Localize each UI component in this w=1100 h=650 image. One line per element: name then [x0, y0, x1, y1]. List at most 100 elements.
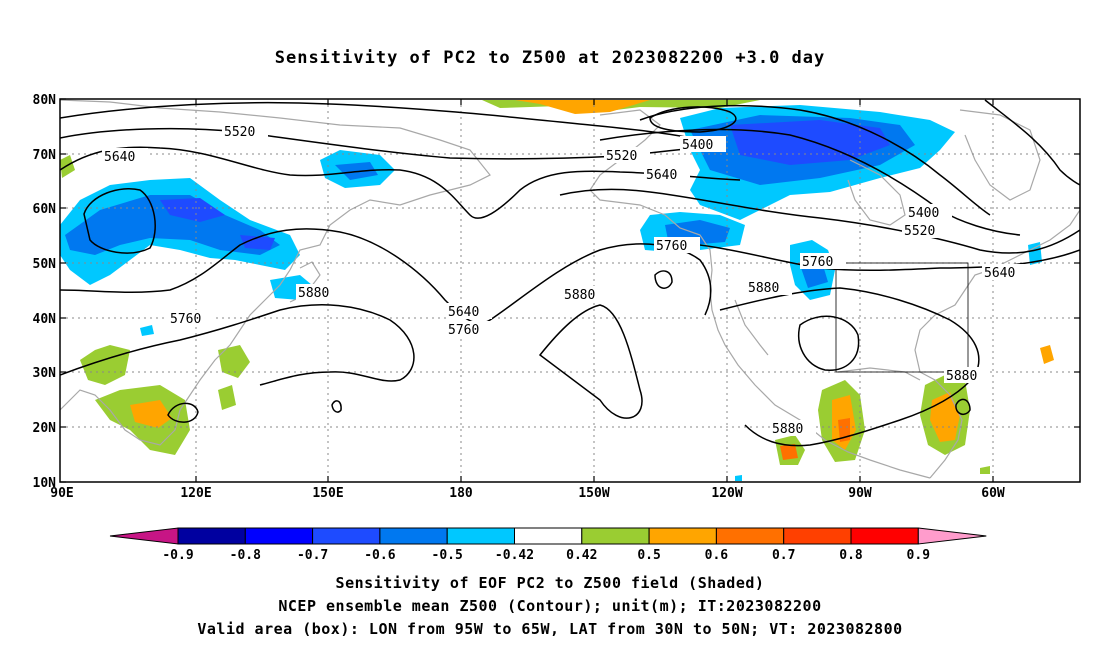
contour-small-pacific — [331, 400, 342, 413]
colorbar-tick-label: 0.7 — [772, 548, 795, 563]
colorbar-box — [312, 527, 381, 545]
contour-label: 5640 — [984, 266, 1015, 281]
colorbar-box — [379, 527, 448, 545]
contour-east-5640 — [984, 99, 1080, 186]
lat-tick-label: 10N — [33, 476, 57, 491]
lon-tick-label: 180 — [449, 486, 473, 501]
colorbar-low-end — [109, 527, 179, 545]
colorbar-tick-label: -0.7 — [297, 548, 328, 563]
contour-label: 5880 — [748, 281, 779, 296]
negative-shading-small1 — [140, 325, 154, 336]
colorbar-tick-label: -0.8 — [230, 548, 261, 563]
contour-5880-mid — [538, 304, 643, 419]
positive-shading-small — [980, 466, 990, 474]
contour-label: 5880 — [298, 286, 329, 301]
lon-tick-label: 150W — [578, 486, 609, 501]
contour-label: 5640 — [646, 168, 677, 183]
contour-5400-loop — [649, 106, 737, 133]
valid-area-box — [835, 262, 969, 373]
colorbar-box — [177, 527, 246, 545]
map-title: Sensitivity of PC2 to Z500 at 2023082200… — [274, 48, 826, 68]
lon-tick-label: 90E — [50, 486, 73, 501]
colorbar-tick-label: -0.6 — [364, 548, 395, 563]
contour-label: 5760 — [448, 323, 479, 338]
colorbar-box — [715, 527, 785, 545]
contour-5880-sw — [167, 402, 199, 423]
lat-tick-label: 70N — [33, 148, 57, 163]
contour-label: 5520 — [904, 224, 935, 239]
colorbar-box — [648, 527, 717, 545]
lat-tick-label: 50N — [33, 257, 57, 272]
lat-tick-label: 30N — [33, 366, 57, 381]
contour-label: 5760 — [656, 239, 687, 254]
colorbar-box — [581, 527, 650, 545]
coastline-baja — [734, 299, 769, 356]
contour-label: 5880 — [564, 288, 595, 303]
contour-label: 5880 — [772, 422, 803, 437]
colorbar-tick-label: 0.5 — [637, 548, 660, 563]
caption-shading: Sensitivity of EOF PC2 to Z500 field (Sh… — [335, 574, 765, 592]
contour-label: 5640 — [104, 150, 135, 165]
colorbar-tick-label: -0.5 — [432, 548, 463, 563]
colorbar-box — [783, 527, 852, 545]
negative-shading-siberia-mid — [65, 195, 280, 255]
coastline-asia — [60, 99, 491, 446]
colorbar-box — [850, 527, 919, 545]
caption-valid-area: Valid area (box): LON from 95W to 65W, L… — [197, 620, 903, 638]
contour-small-mid — [654, 270, 673, 289]
colorbar-box — [244, 527, 314, 545]
coastline-na-west — [589, 109, 931, 479]
lon-tick-label: 150E — [312, 486, 343, 501]
lon-tick-label: 120W — [711, 486, 742, 501]
lon-tick-label: 90W — [848, 486, 872, 501]
contour-5640-west — [60, 146, 741, 219]
latitude-labels: 80N 70N 60N 50N 40N 30N 20N 10N — [33, 93, 57, 491]
contour-small-carib — [955, 398, 971, 416]
colorbar-tick-label: -0.9 — [162, 548, 193, 563]
contour-5880-pacific — [60, 304, 415, 386]
positive-shading-philippine — [218, 345, 250, 378]
colorbar-tick-label: 0.42 — [566, 548, 597, 563]
contour-5640-loop — [83, 188, 156, 254]
caption-contour: NCEP ensemble mean Z500 (Contour); unit(… — [278, 597, 822, 615]
positive-shading-pacific-mex-core — [780, 444, 798, 460]
lat-tick-label: 60N — [33, 202, 57, 217]
lon-tick-label: 120E — [180, 486, 211, 501]
contour-label: 5760 — [802, 255, 833, 270]
colorbar-tick-label: 0.9 — [907, 548, 930, 563]
contour-label: 5760 — [170, 312, 201, 327]
coastline-gulf — [837, 367, 921, 381]
colorbar-tick-label: 0.6 — [705, 548, 729, 563]
colorbar-boxes — [109, 527, 987, 545]
longitude-labels: 90E 120E 150E 180 150W 120W 90W 60W — [50, 486, 1005, 501]
lon-tick-label: 60W — [981, 486, 1005, 501]
contour-label-group: 5520 5640 5400 5520 5640 5400 5520 5760 … — [102, 123, 1028, 437]
contour-5640-east — [559, 188, 1080, 254]
negative-shading-labrador — [1028, 242, 1042, 265]
positive-shading-siberia-west — [60, 155, 75, 178]
contour-label: 5640 — [448, 305, 479, 320]
map-frame — [59, 98, 1081, 483]
contour-label: 5400 — [908, 206, 939, 221]
contour-label: 5520 — [606, 149, 637, 164]
negative-shading-small2 — [735, 475, 742, 481]
colorbar-labels: -0.9 -0.8 -0.7 -0.6 -0.5 -0.42 0.42 0.5 0.6 0.7 0.… — [162, 548, 930, 563]
contour-label: 5880 — [946, 369, 977, 384]
negative-shading-siberia-core — [160, 198, 275, 250]
contour-label: 5520 — [224, 125, 255, 140]
coastline-hudson — [847, 159, 906, 226]
coastline-na-east — [914, 209, 1080, 479]
lat-tick-label: 80N — [33, 93, 57, 108]
contour-5880-loop — [798, 315, 860, 371]
lat-tick-label: 20N — [33, 421, 57, 436]
positive-shading-scs-core — [130, 400, 172, 428]
sensitivity-shading — [60, 100, 1054, 481]
contour-label: 5400 — [682, 138, 713, 153]
colorbar-box — [514, 527, 583, 545]
colorbar-box — [446, 527, 516, 545]
positive-shading-atlantic — [1040, 345, 1054, 364]
axis-ticks — [60, 98, 1080, 483]
contour-5520-east — [599, 128, 1021, 236]
